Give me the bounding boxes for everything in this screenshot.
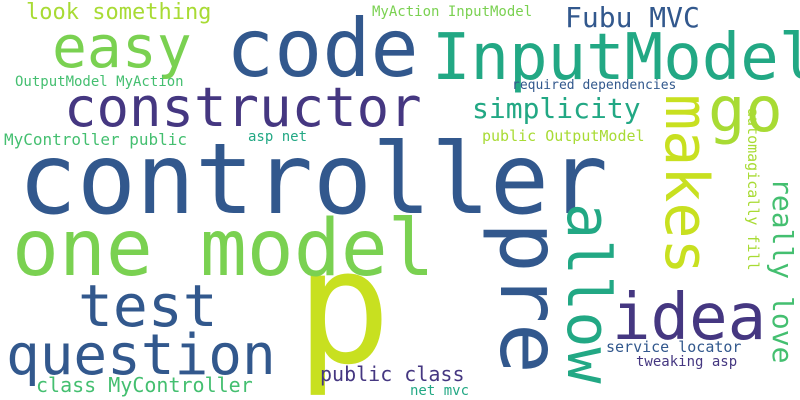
- word-one-model: one model: [12, 204, 435, 294]
- word-tweaking-asp: tweaking asp: [636, 354, 738, 370]
- word-allow: allow: [553, 203, 623, 384]
- word-public-class: public class: [320, 362, 465, 386]
- word-inputmodel: InputModel: [432, 21, 800, 95]
- word-public-outputmodel: public OutputModel: [482, 127, 645, 145]
- word-idea: idea: [612, 281, 767, 355]
- word-myaction-inputmodel: MyAction InputModel: [372, 4, 533, 20]
- word-net-mvc: net mvc: [410, 383, 470, 399]
- word-mycontroller-public: MyController public: [4, 130, 188, 149]
- word-makes: makes: [651, 94, 721, 275]
- word-code: code: [226, 2, 419, 95]
- word-fubu-mvc: Fubu MVC: [565, 1, 700, 34]
- word-required-dependencies: required dependencies: [512, 78, 677, 93]
- word-asp-net: asp net: [248, 129, 308, 145]
- word-look-something: look something: [26, 0, 212, 25]
- word-question: question: [6, 323, 276, 388]
- word-p: p: [296, 216, 392, 400]
- word-go: go: [708, 73, 783, 146]
- word-outputmodel-myaction: OutputModel MyAction: [15, 74, 184, 90]
- word-really-love: really love: [766, 178, 799, 364]
- word-service-locator: service locator: [606, 338, 742, 356]
- word-test: test: [78, 272, 218, 340]
- word-class-mycontroller: class MyController: [36, 373, 253, 397]
- word-constructor: constructor: [64, 76, 422, 139]
- word-easy: easy: [52, 13, 192, 81]
- word-simplicity: simplicity: [472, 92, 641, 125]
- word-controller: controller: [18, 123, 609, 237]
- word-automagically-fill: automagically fill: [744, 108, 762, 271]
